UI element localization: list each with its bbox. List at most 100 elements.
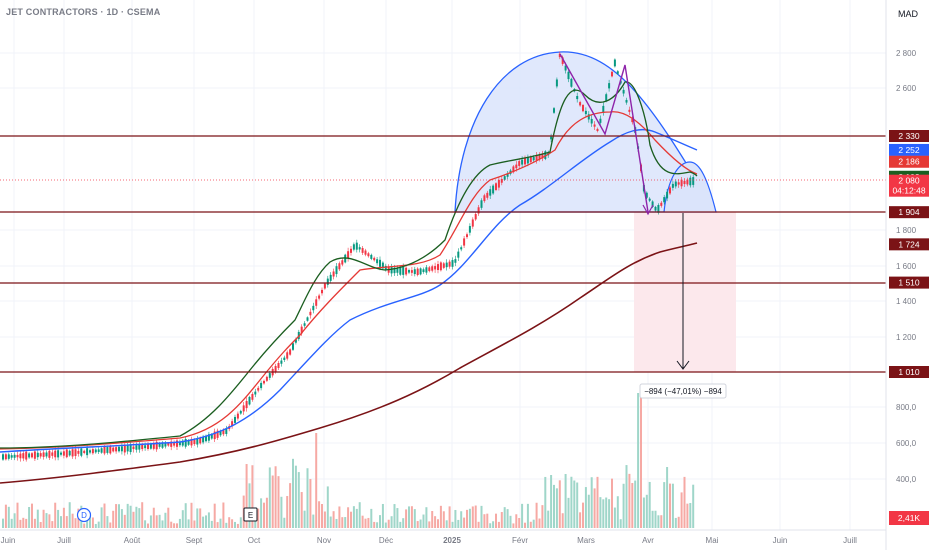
volume-bar xyxy=(555,488,558,528)
candle xyxy=(622,89,625,94)
candle xyxy=(503,176,506,180)
candle xyxy=(381,262,384,269)
volume-bar xyxy=(25,518,28,528)
volume-bar xyxy=(257,508,260,528)
volume-bar xyxy=(31,503,33,528)
volume-bar xyxy=(506,509,509,528)
candle xyxy=(495,183,497,191)
candle xyxy=(19,453,22,459)
candle xyxy=(181,440,184,446)
volume-bar xyxy=(280,496,283,528)
price-tag-label: 2 330 xyxy=(898,131,920,141)
price-tag-label: 1 904 xyxy=(898,207,920,217)
price-tag xyxy=(889,276,929,289)
candle xyxy=(370,254,373,259)
candle xyxy=(466,234,468,238)
volume-bar xyxy=(405,509,408,528)
volume-bar xyxy=(402,518,405,528)
candle xyxy=(358,247,361,250)
candle xyxy=(65,449,68,458)
volume-bar xyxy=(274,466,277,528)
price-tag xyxy=(889,366,929,378)
volume-bar xyxy=(553,484,555,528)
volume-bar xyxy=(263,502,265,528)
candle xyxy=(674,181,677,187)
candle xyxy=(213,431,216,440)
candle xyxy=(567,71,570,80)
candle xyxy=(434,266,437,270)
price-axis[interactable] xyxy=(886,0,932,550)
candle xyxy=(608,83,611,89)
measure-label: −894 (−47,01%) −894 xyxy=(644,387,722,396)
svg-text:Juin: Juin xyxy=(1,536,16,545)
volume-bar xyxy=(379,515,381,528)
volume-bar xyxy=(321,504,323,528)
volume-bar xyxy=(683,476,686,528)
candle xyxy=(216,430,219,438)
candle xyxy=(193,439,196,445)
svg-text:Juill: Juill xyxy=(57,536,71,545)
candle xyxy=(286,352,289,359)
ma-fast-line xyxy=(0,81,698,449)
candle xyxy=(318,295,321,299)
candle xyxy=(390,267,393,274)
candle xyxy=(54,450,57,458)
volume-bar xyxy=(637,393,640,528)
candle xyxy=(506,173,509,177)
volume-bar xyxy=(48,514,51,528)
volume-bar xyxy=(396,508,399,528)
volume-bar xyxy=(283,517,286,528)
volume-bar xyxy=(442,511,445,528)
volume-bar xyxy=(225,522,228,528)
volume-bar xyxy=(33,518,36,528)
candle xyxy=(602,105,605,113)
earnings-marker[interactable]: E xyxy=(243,507,258,522)
volume-bar xyxy=(463,517,466,528)
candle xyxy=(660,202,663,206)
volume-bar xyxy=(42,509,45,528)
candle xyxy=(4,454,7,460)
candle xyxy=(16,454,19,458)
candle xyxy=(33,451,36,459)
candle xyxy=(289,349,292,355)
volume-bar xyxy=(176,523,178,528)
candle xyxy=(582,105,584,112)
support-resistance-levels[interactable] xyxy=(0,135,886,373)
candle xyxy=(152,442,155,449)
price-tag xyxy=(889,143,929,156)
candle xyxy=(312,305,315,311)
candle xyxy=(39,453,42,457)
candle xyxy=(419,268,422,275)
candle xyxy=(2,454,4,460)
volume-bar xyxy=(97,521,100,528)
volume-bar xyxy=(480,505,483,528)
candle xyxy=(451,260,454,267)
candle xyxy=(483,195,486,202)
volume-bar xyxy=(2,518,4,528)
volume-bar xyxy=(202,516,205,528)
volume-bar xyxy=(141,502,144,528)
svg-text:600,0: 600,0 xyxy=(896,439,917,448)
volume-bar xyxy=(245,464,248,528)
candle xyxy=(164,443,167,447)
volume-bar xyxy=(613,507,616,528)
candle xyxy=(239,410,242,414)
candle xyxy=(625,99,628,103)
currency-label[interactable]: MAD xyxy=(898,9,918,19)
candle xyxy=(161,442,164,448)
volume-bar xyxy=(686,503,689,528)
candle xyxy=(373,257,376,261)
candle xyxy=(428,267,431,272)
svg-text:Juill: Juill xyxy=(843,536,857,545)
volume-bar xyxy=(297,472,300,528)
candle xyxy=(268,373,271,378)
candle xyxy=(521,159,524,165)
svg-text:1 600: 1 600 xyxy=(896,262,917,271)
candle xyxy=(22,453,25,459)
candle xyxy=(535,155,538,161)
dividend-marker[interactable]: D xyxy=(76,507,92,523)
candle xyxy=(176,440,178,447)
volume-bar xyxy=(22,517,25,528)
volume-bar xyxy=(71,513,74,528)
